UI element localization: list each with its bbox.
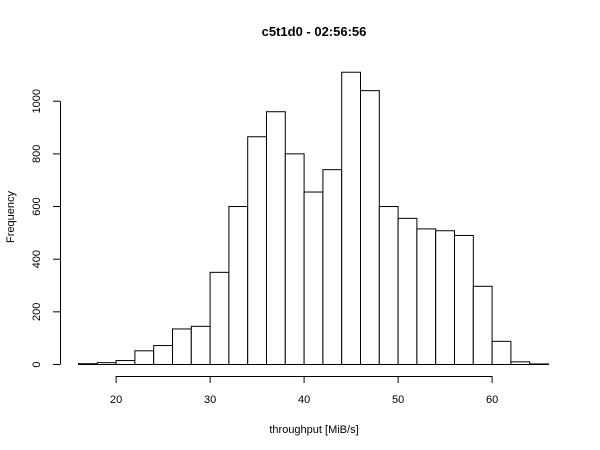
histogram-bar [78, 363, 98, 366]
histogram-bar [134, 350, 155, 366]
bars-group [78, 71, 550, 366]
histogram-bar [491, 340, 512, 365]
x-tick-label: 40 [298, 394, 310, 406]
histogram-bar [209, 271, 230, 365]
y-axis-label: Frequency [5, 191, 17, 243]
x-tick-label: 20 [110, 394, 122, 406]
x-tick-label: 30 [204, 394, 216, 406]
y-tick-label: 0 [31, 361, 43, 367]
histogram-bar [454, 234, 474, 365]
x-axis: 20 30 40 50 60 [110, 376, 498, 406]
histogram-bar [303, 191, 324, 365]
histogram-bar [284, 153, 305, 365]
histogram-bar [247, 136, 267, 365]
histogram-bar [228, 206, 249, 365]
histogram-bar [378, 206, 399, 365]
histogram-bar [435, 230, 456, 365]
histogram-bar [266, 111, 286, 366]
y-tick-label: 800 [31, 145, 43, 163]
x-tick-label: 50 [392, 394, 404, 406]
histogram-bar [529, 363, 550, 365]
x-tick-label: 60 [486, 394, 498, 406]
histogram-bar [341, 71, 362, 365]
y-tick-label: 200 [31, 303, 43, 321]
histogram-bar [153, 345, 173, 365]
histogram-bar [190, 325, 211, 366]
histogram-bar [115, 360, 136, 366]
histogram-bar [416, 228, 437, 365]
y-axis: 0 200 400 600 800 1000 [31, 89, 61, 368]
histogram-bar [360, 90, 380, 365]
histogram-bar [510, 361, 531, 366]
histogram-bar [397, 217, 418, 365]
x-axis-label: throughput [MiB/s] [269, 424, 358, 436]
y-tick-label: 400 [31, 250, 43, 268]
histogram-bar [322, 169, 343, 365]
histogram-bar [172, 328, 192, 365]
y-tick-label: 1000 [31, 89, 43, 113]
histogram-bar [96, 362, 117, 365]
y-tick-label: 600 [31, 197, 43, 215]
histogram-bar [472, 285, 493, 365]
chart-title: c5t1d0 - 02:56:56 [262, 24, 367, 39]
